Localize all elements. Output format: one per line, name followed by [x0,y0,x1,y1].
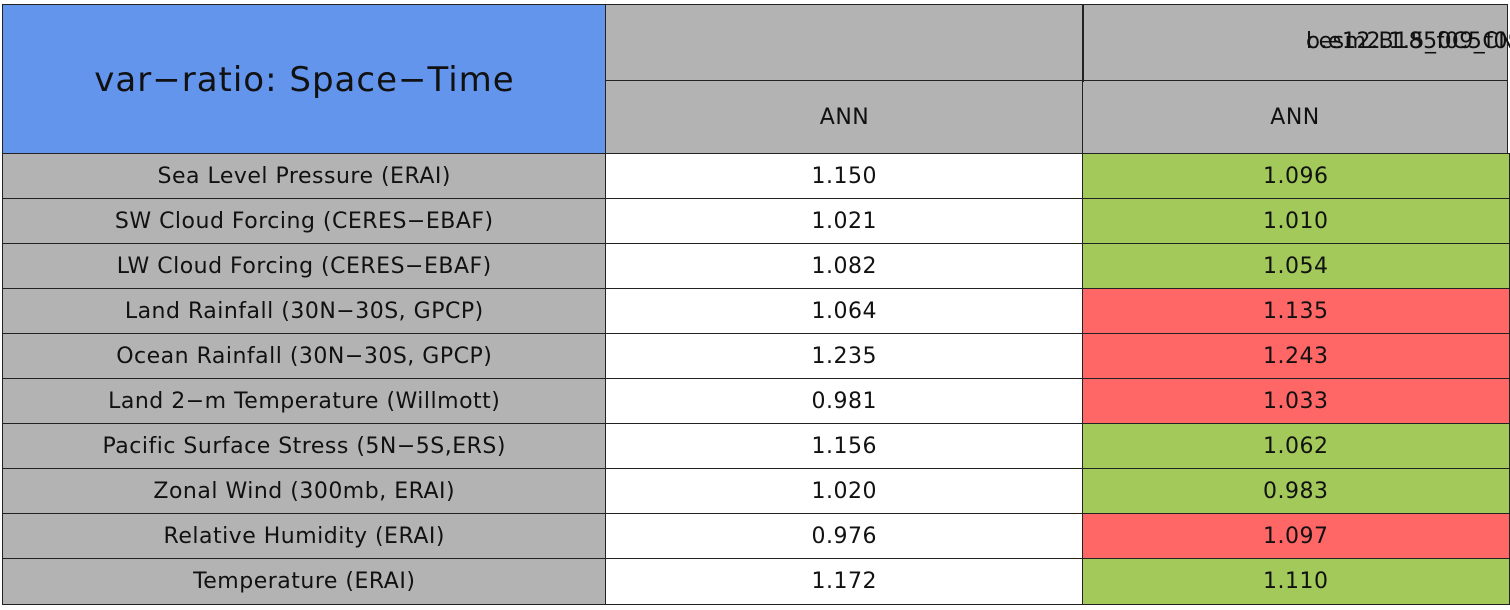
value-cell: 1.172 [605,558,1084,605]
row-label: Sea Level Pressure (ERAI) [2,153,607,200]
value-cell: 1.150 [605,153,1084,200]
model-header: b.e12.B1850C5CN.ne30_g16.control.024 [1306,29,1510,54]
value-cell: 1.096 [1082,153,1510,200]
value-cell: 0.976 [605,513,1084,560]
value-cell: 1.110 [1082,558,1510,605]
value-cell: 1.243 [1082,333,1510,380]
row-label: Pacific Surface Stress (5N−5S,ERS) [2,423,607,470]
value-cell: 1.156 [605,423,1084,470]
value-cell: 1.235 [605,333,1084,380]
table-title: var−ratio: Space−Time [2,4,607,155]
period-header: ANN [1082,80,1508,155]
value-cell: 1.033 [1082,378,1510,425]
value-cell: 1.064 [605,288,1084,335]
row-label: Relative Humidity (ERAI) [2,513,607,560]
value-cell: 0.983 [1082,468,1510,515]
period-header: ANN [605,80,1084,155]
value-cell: 0.981 [605,378,1084,425]
row-label: Temperature (ERAI) [2,558,607,605]
value-cell: 1.097 [1082,513,1510,560]
model-header: cesm2.1.5_f09_f09 [1306,29,1510,54]
row-label: Land Rainfall (30N−30S, GPCP) [2,288,607,335]
model-header-cell: b.e12.B1850C5CN.ne30_g16.control.024 ces… [605,4,1510,82]
value-cell: 1.054 [1082,243,1510,290]
divider [1082,4,1084,82]
value-cell: 1.021 [605,198,1084,245]
row-label: Ocean Rainfall (30N−30S, GPCP) [2,333,607,380]
value-cell: 1.062 [1082,423,1510,470]
row-label: LW Cloud Forcing (CERES−EBAF) [2,243,607,290]
value-cell: 1.135 [1082,288,1510,335]
row-label: SW Cloud Forcing (CERES−EBAF) [2,198,607,245]
value-cell: 1.082 [605,243,1084,290]
value-cell: 1.020 [605,468,1084,515]
row-label: Zonal Wind (300mb, ERAI) [2,468,607,515]
value-cell: 1.010 [1082,198,1510,245]
row-label: Land 2−m Temperature (Willmott) [2,378,607,425]
